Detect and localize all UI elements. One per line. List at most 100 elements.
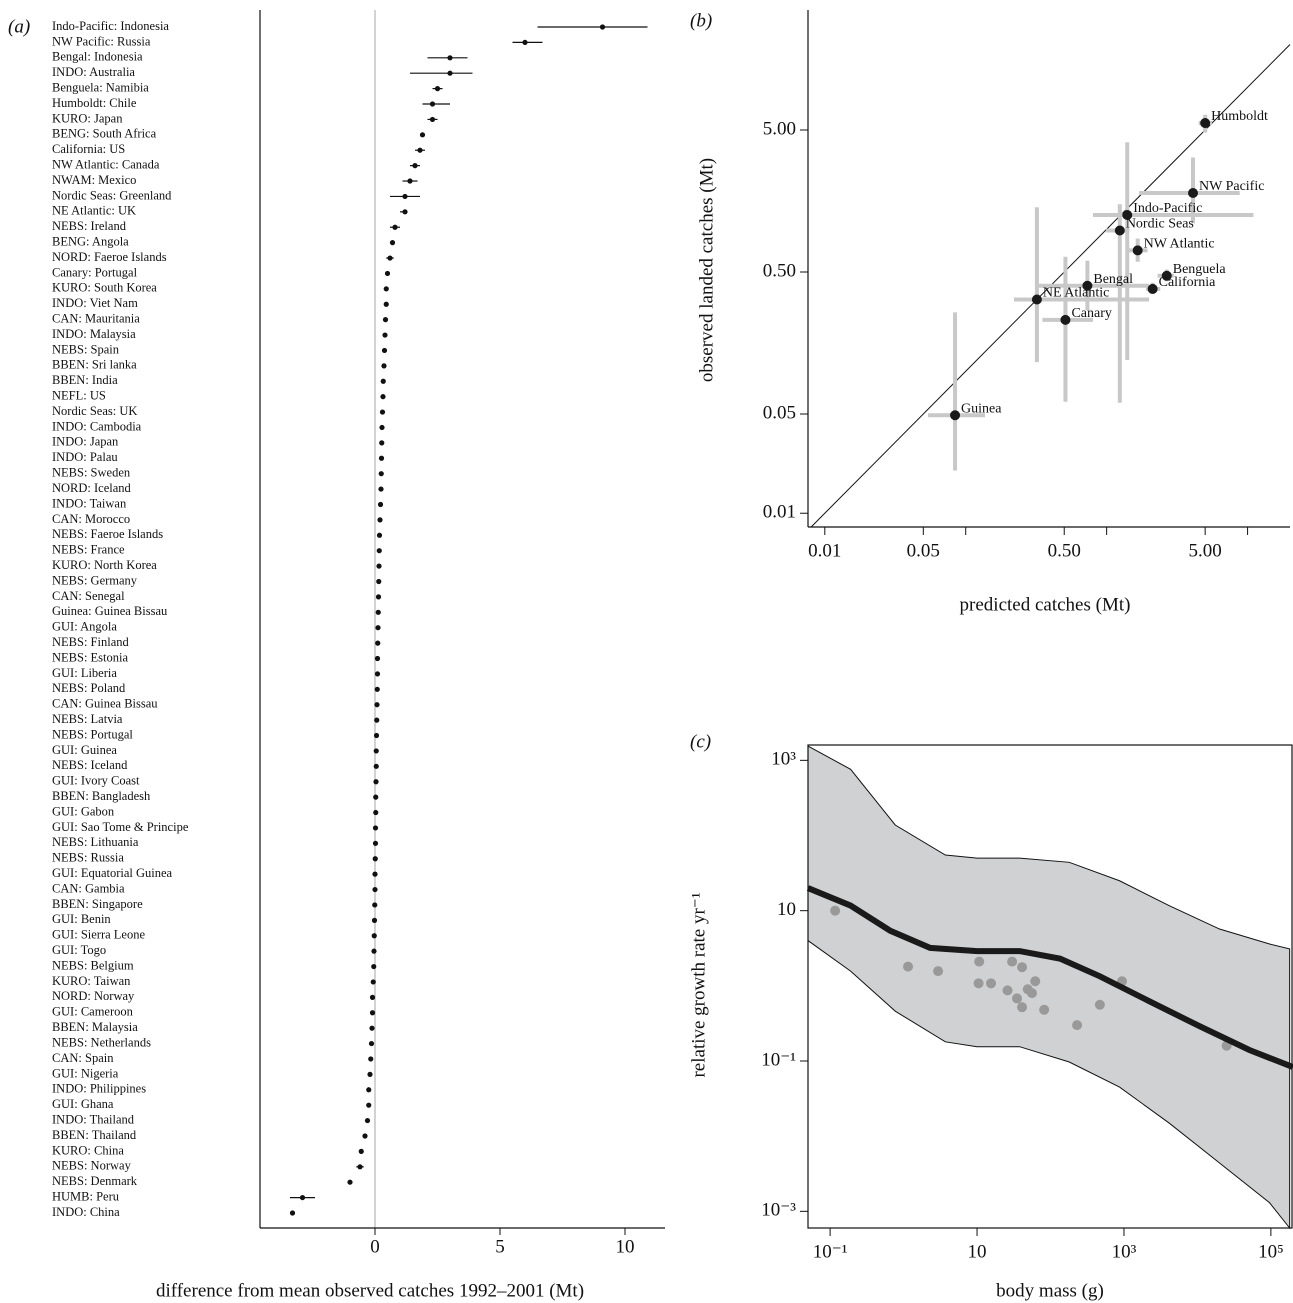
dot [374, 671, 381, 677]
dot [366, 1087, 372, 1093]
category-label: CAN: Spain [52, 1051, 114, 1065]
category-label: CAN: Mauritania [52, 312, 140, 326]
category-label: BBEN: India [52, 373, 118, 387]
category-label: INDO: Thailand [52, 1112, 135, 1126]
point [1094, 999, 1105, 1010]
point [1030, 976, 1041, 987]
dot [372, 840, 379, 846]
category-label: NEBS: Iceland [52, 758, 128, 772]
y-axis-label: relative growth rate yr⁻¹ [688, 892, 709, 1077]
point-label: NW Pacific [1199, 179, 1264, 194]
dot [299, 1194, 306, 1201]
dot [372, 886, 378, 893]
category-label: NWAM: Mexico [52, 173, 136, 187]
point [1072, 1020, 1083, 1031]
category-label: KURO: North Korea [52, 558, 157, 572]
dot [383, 286, 389, 292]
dot [375, 594, 382, 600]
dot [374, 702, 380, 708]
category-label: NEBS: Faeroe Islands [52, 527, 163, 541]
category-label: GUI: Nigeria [52, 1066, 119, 1080]
point [933, 966, 944, 977]
dot [402, 193, 408, 200]
category-label: BBEN: Thailand [52, 1128, 137, 1142]
category-label: BBEN: Sri lanka [52, 358, 137, 372]
x-tick-label: 10⁻¹ [813, 1241, 848, 1262]
category-label: Indo-Pacific: Indonesia [52, 19, 169, 33]
category-label: INDO: Cambodia [52, 419, 142, 433]
y-tick-label: 0.01 [763, 502, 796, 523]
category-label: NEFL: US [52, 389, 106, 403]
category-label: GUI: Cameroon [52, 1005, 134, 1019]
point-label: Benguela [1173, 262, 1227, 277]
category-label: NEBS: Spain [52, 342, 120, 356]
dot [402, 209, 408, 215]
dot [371, 963, 377, 970]
category-label: NEBS: Finland [52, 635, 129, 649]
category-label: BENG: Angola [52, 235, 129, 249]
point [1017, 962, 1028, 973]
point-label: NW Atlantic [1144, 237, 1215, 252]
dot [368, 1040, 375, 1047]
category-label: NEBS: Sweden [52, 466, 131, 480]
dot [429, 101, 436, 107]
x-tick-label: 0.01 [808, 540, 841, 561]
y-tick-label: 10⁻³ [761, 1200, 796, 1221]
category-label: BBEN: Singapore [52, 897, 143, 911]
category-label: INDO: Australia [52, 65, 135, 79]
category-label: CAN: Senegal [52, 589, 125, 603]
category-label: NEBS: Netherlands [52, 1035, 151, 1049]
point [1114, 225, 1125, 236]
dot [374, 686, 380, 692]
dot [362, 1133, 368, 1139]
category-label: GUI: Togo [52, 943, 106, 957]
category-label: CAN: Morocco [52, 512, 130, 526]
dot [378, 471, 384, 477]
category-label: INDO: Malaysia [52, 327, 136, 341]
dot [522, 39, 528, 46]
x-axis-label: body mass (g) [996, 1280, 1104, 1301]
category-label: BENG: South Africa [52, 127, 157, 141]
y-axis-label: observed landed catches (Mt) [696, 158, 717, 382]
category-label: NEBS: Latvia [52, 712, 123, 726]
category-label: NEBS: Germany [52, 573, 138, 587]
x-tick-label: 10 [616, 1236, 635, 1257]
point [1060, 314, 1071, 325]
dot [373, 732, 380, 739]
dot [392, 224, 398, 230]
point [830, 905, 841, 916]
category-label: GUI: Sao Tome & Principe [52, 820, 189, 834]
dot [429, 116, 436, 123]
x-tick-label: 5 [495, 1236, 505, 1257]
x-axis-label: predicted catches (Mt) [960, 594, 1131, 615]
panel-label: (b) [690, 10, 712, 31]
point [1132, 245, 1143, 256]
point [903, 961, 914, 972]
dot [372, 825, 379, 831]
category-label: NEBS: Denmark [52, 1174, 138, 1188]
dot [369, 994, 376, 1000]
dot [369, 1010, 376, 1016]
category-label: GUI: Liberia [52, 666, 117, 680]
dot [407, 178, 413, 184]
dot [358, 1148, 364, 1154]
category-label: Nordic Seas: Greenland [52, 188, 172, 202]
dot [380, 394, 386, 400]
category-label: GUI: Guinea [52, 743, 117, 757]
dot [447, 70, 453, 76]
point [1031, 294, 1042, 305]
category-label: GUI: Ivory Coast [52, 774, 140, 788]
x-axis-label: difference from mean observed catches 19… [156, 1280, 584, 1301]
category-label: INDO: China [52, 1205, 120, 1219]
dot [381, 363, 387, 369]
point-label: Nordic Seas [1126, 217, 1194, 232]
dot [447, 55, 453, 61]
category-label: NEBS: Russia [52, 851, 124, 865]
dot [371, 917, 378, 923]
category-label: INDO: Philippines [52, 1082, 146, 1096]
category-label: INDO: Palau [52, 450, 118, 464]
dot [371, 933, 377, 939]
category-label: BBEN: Bangladesh [52, 789, 151, 803]
dot [289, 1210, 296, 1216]
category-label: Canary: Portugal [52, 265, 138, 279]
